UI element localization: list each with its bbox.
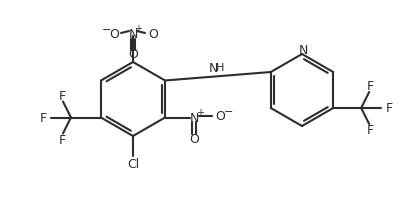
Text: −: − xyxy=(223,107,232,117)
Text: O: O xyxy=(148,27,158,40)
Text: F: F xyxy=(366,80,373,93)
Text: F: F xyxy=(39,112,47,124)
Text: F: F xyxy=(58,89,65,102)
Text: +: + xyxy=(134,24,142,34)
Text: N: N xyxy=(128,27,138,40)
Text: F: F xyxy=(366,124,373,137)
Text: F: F xyxy=(58,133,65,146)
Text: O: O xyxy=(188,132,198,145)
Text: N: N xyxy=(189,112,198,124)
Text: F: F xyxy=(385,102,392,115)
Text: −: − xyxy=(102,25,111,35)
Text: H: H xyxy=(215,63,224,73)
Text: O: O xyxy=(128,48,138,61)
Text: +: + xyxy=(196,108,204,118)
Text: N: N xyxy=(209,61,218,74)
Text: O: O xyxy=(215,109,225,122)
Text: N: N xyxy=(298,44,307,57)
Text: O: O xyxy=(109,27,119,40)
Text: Cl: Cl xyxy=(127,158,139,171)
